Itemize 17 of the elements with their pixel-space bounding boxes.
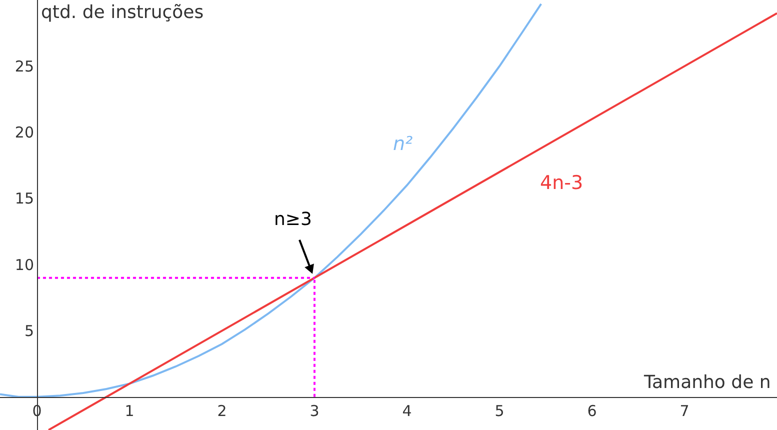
x-axis-title: Tamanho de n <box>643 372 771 393</box>
y-tick-label: 25 <box>14 57 34 76</box>
y-tick-label: 15 <box>14 190 34 208</box>
x-tick-label: 7 <box>680 402 690 420</box>
y-tick-label: 5 <box>24 322 34 340</box>
y-axis-title: qtd. de instruções <box>41 2 204 23</box>
annotation: n≥3 <box>274 209 312 230</box>
y-tick-label: 20 <box>14 124 34 142</box>
series-label: 4n-3 <box>540 172 584 194</box>
y-tick-label: 10 <box>14 256 34 274</box>
x-tick-label: 5 <box>494 402 504 420</box>
x-tick-label: 2 <box>217 402 227 420</box>
x-tick-label: 4 <box>402 402 412 420</box>
x-tick-label: 1 <box>124 402 134 420</box>
x-tick-label: 6 <box>587 402 597 420</box>
series-label: n² <box>393 133 414 155</box>
x-tick-label: 3 <box>310 402 320 420</box>
